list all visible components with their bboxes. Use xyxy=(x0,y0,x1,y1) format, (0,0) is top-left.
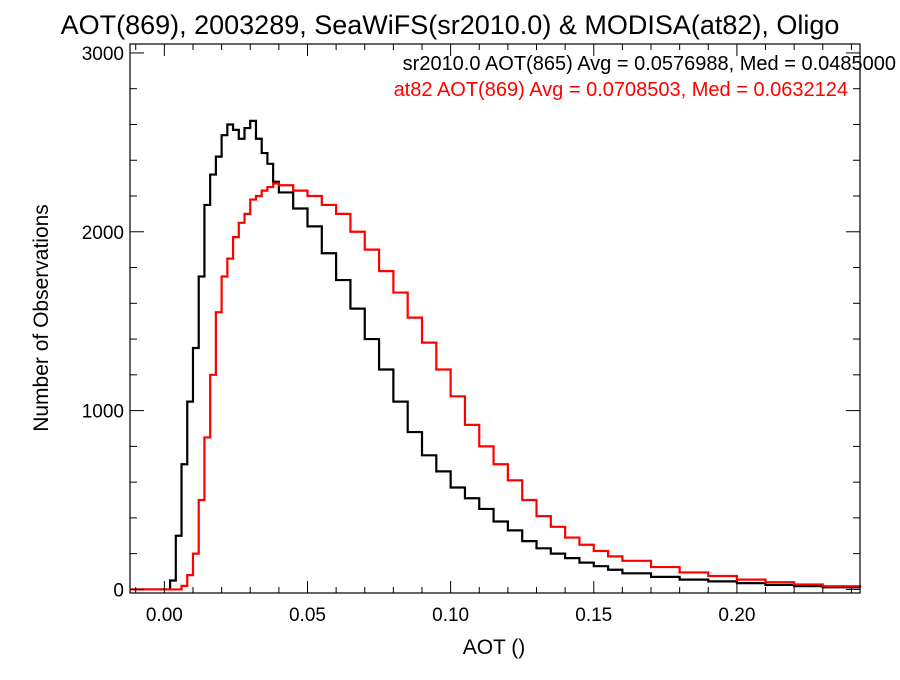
x-tick-label: 0.05 xyxy=(289,605,326,626)
y-tick-label: 2000 xyxy=(82,223,124,244)
legend-entry-at82: at82 AOT(869) Avg = 0.0708503, Med = 0.0… xyxy=(394,79,848,101)
y-tick-label: 0 xyxy=(113,580,124,601)
plot-frame xyxy=(129,43,861,594)
plot-area: 0.00 0.05 0.10 0.15 0.20 0 1000 2000 3000 xyxy=(82,43,862,626)
chart-title: AOT(869), 2003289, SeaWiFS(sr2010.0) & M… xyxy=(61,10,840,40)
x-tick-label: 0.20 xyxy=(718,605,755,626)
y-axis-label: Number of Observations xyxy=(30,204,53,432)
series-line-1 xyxy=(130,182,862,591)
legend-entry-sr2010: sr2010.0 AOT(865) Avg = 0.0576988, Med =… xyxy=(403,53,896,75)
y-tick-label: 1000 xyxy=(82,402,124,423)
x-tick-label: 0.10 xyxy=(432,605,469,626)
x-tick-label: 0.15 xyxy=(575,605,612,626)
y-tick-label: 3000 xyxy=(82,44,124,65)
x-axis-label: AOT () xyxy=(463,636,526,659)
x-tick-label: 0.00 xyxy=(146,605,183,626)
series-line-0 xyxy=(130,119,862,591)
